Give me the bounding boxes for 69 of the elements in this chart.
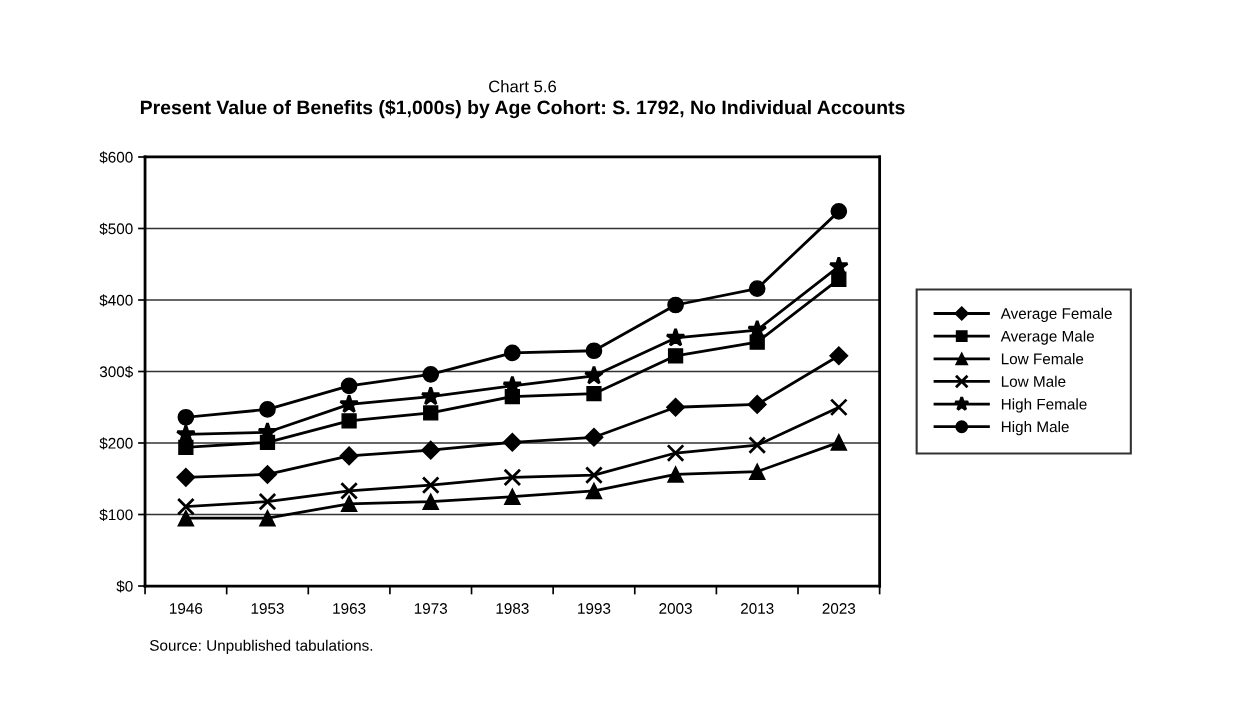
point <box>830 433 848 451</box>
point <box>504 344 521 362</box>
point <box>667 466 684 483</box>
point <box>339 393 360 414</box>
point <box>422 366 440 383</box>
point <box>339 446 359 466</box>
point <box>422 493 440 510</box>
point <box>423 405 439 421</box>
y-tick-label: $0 <box>116 580 133 593</box>
x-tick-label: 1953 <box>251 603 284 614</box>
point <box>667 296 684 314</box>
y-tick-label: $400 <box>99 294 133 307</box>
legend-label: Average Female <box>1000 307 1112 323</box>
legend-label: Low Male <box>1001 375 1066 387</box>
point <box>584 427 604 447</box>
y-tick-label: $500 <box>99 222 133 236</box>
chart-title: Chart 5.6 <box>489 80 557 93</box>
x-tick-label: 1993 <box>578 603 611 614</box>
point <box>340 377 358 395</box>
point <box>748 436 767 455</box>
point <box>666 443 685 463</box>
y-tick-label: $600 <box>99 151 133 164</box>
point <box>504 488 521 505</box>
point <box>585 482 603 500</box>
point <box>176 497 195 516</box>
y-tick-label: $100 <box>99 508 133 522</box>
point <box>748 280 766 297</box>
point <box>259 509 276 527</box>
x-tick-label: 2013 <box>740 603 774 614</box>
point <box>667 348 684 364</box>
source-note: Source: Unpublished tabulations. <box>149 639 373 654</box>
point <box>257 464 278 485</box>
legend-label: High Male <box>1001 420 1069 436</box>
point <box>258 492 277 511</box>
point <box>502 432 522 452</box>
point <box>666 397 686 417</box>
x-tick-label: 2023 <box>822 603 856 614</box>
point <box>340 495 358 513</box>
x-tick-label: 1946 <box>170 603 203 614</box>
point <box>420 386 441 406</box>
legend-label: High Female <box>1001 398 1087 413</box>
x-tick-label: 1983 <box>496 603 529 614</box>
x-tick-label: 2003 <box>659 603 692 614</box>
point <box>747 394 767 414</box>
point <box>583 365 604 385</box>
y-tick-label: 300$ <box>99 365 133 379</box>
legend-label: Low Female <box>1001 353 1084 365</box>
point <box>586 386 602 402</box>
point <box>421 440 441 460</box>
point <box>341 413 357 429</box>
point <box>259 401 276 418</box>
point <box>176 467 196 487</box>
point <box>177 408 195 426</box>
point <box>829 398 848 417</box>
point <box>829 346 849 366</box>
legend-label: Average Male <box>1000 330 1094 345</box>
point <box>177 509 195 527</box>
y-tick-label: $200 <box>99 437 133 450</box>
point <box>584 466 603 485</box>
point <box>421 476 440 495</box>
point <box>748 463 766 480</box>
x-tick-label: 1973 <box>414 603 448 614</box>
point <box>830 202 848 220</box>
point <box>340 481 359 500</box>
chart-subtitle: Present Value of Benefits ($1,000s) by Age Cohort: S. 1792, No Individual Accounts <box>140 99 905 119</box>
point <box>503 468 522 487</box>
point <box>665 327 686 347</box>
x-tick-label: 1963 <box>333 603 366 614</box>
point <box>585 342 603 360</box>
